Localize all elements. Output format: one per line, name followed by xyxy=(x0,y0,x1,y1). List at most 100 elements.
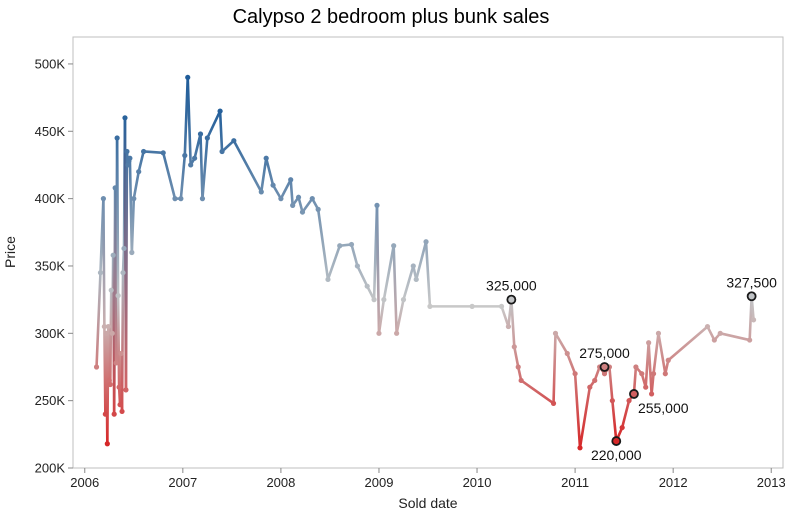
line-segment xyxy=(375,204,381,335)
data-point xyxy=(97,270,104,276)
line-segment xyxy=(500,305,510,328)
data-point xyxy=(204,135,210,141)
line-segment xyxy=(519,379,555,405)
line-segment xyxy=(316,208,330,281)
data-point xyxy=(127,155,133,161)
data-point xyxy=(646,340,652,346)
line-segment xyxy=(377,298,386,335)
data-point xyxy=(643,384,649,390)
line-segment xyxy=(130,197,136,254)
line-segment xyxy=(137,150,145,173)
data-point xyxy=(518,377,524,384)
line-segment xyxy=(120,271,125,413)
data-point xyxy=(109,330,115,336)
data-point xyxy=(116,384,122,390)
line-segment xyxy=(124,150,129,392)
x-tick-label: 2008 xyxy=(266,475,295,490)
annotated-point xyxy=(629,389,639,399)
data-point xyxy=(609,398,615,404)
line-segment xyxy=(279,178,293,200)
line-segment xyxy=(326,244,342,281)
data-point xyxy=(199,196,206,202)
line-segment xyxy=(657,332,667,376)
x-tick-label: 2010 xyxy=(463,475,492,490)
line-segment xyxy=(611,399,618,443)
data-point xyxy=(258,189,264,195)
line-segment xyxy=(116,294,121,389)
line-segment xyxy=(220,139,236,153)
data-point xyxy=(315,206,321,212)
data-point xyxy=(136,169,142,175)
x-tick-label: 2006 xyxy=(70,475,99,490)
data-point xyxy=(288,177,294,183)
data-point xyxy=(552,330,559,336)
y-tick-label: 200K xyxy=(35,461,66,476)
data-point xyxy=(648,391,655,397)
data-point xyxy=(111,411,117,417)
annotations: 325,000 275,000 220,000 255,000 327,500 xyxy=(486,274,777,463)
data-point xyxy=(192,155,198,161)
data-point xyxy=(104,441,110,447)
data-point xyxy=(662,371,668,377)
data-point xyxy=(114,135,120,141)
data-point xyxy=(270,182,276,188)
x-axis-label: Sold date xyxy=(398,495,457,511)
line-segment xyxy=(142,150,165,155)
line-segment xyxy=(414,240,428,281)
annotation-label: 275,000 xyxy=(579,345,630,361)
data-point xyxy=(106,377,112,384)
annotation-label: 327,500 xyxy=(726,274,777,290)
line-segment xyxy=(392,244,398,335)
data-point xyxy=(120,270,126,276)
x-axis: 2006 2007 2008 2009 2010 2011 2012 2013 xyxy=(70,468,785,490)
data-point xyxy=(108,287,114,293)
data-point xyxy=(119,408,125,415)
data-point xyxy=(100,196,107,202)
line-segment xyxy=(573,372,582,450)
data-point xyxy=(115,293,121,299)
data-point xyxy=(299,209,306,215)
line-segment xyxy=(424,240,432,308)
data-point xyxy=(587,384,593,390)
data-point xyxy=(394,330,400,336)
data-point xyxy=(93,364,100,370)
data-point xyxy=(665,357,671,363)
line-segment xyxy=(395,298,405,335)
data-point xyxy=(309,196,315,202)
data-point xyxy=(400,297,407,303)
data-point xyxy=(185,74,191,81)
x-tick-label: 2012 xyxy=(659,475,688,490)
line-segment xyxy=(718,332,751,342)
data-point xyxy=(633,364,639,370)
data-point xyxy=(105,323,111,330)
data-point xyxy=(160,150,166,156)
data-point xyxy=(381,297,387,303)
annotated-point xyxy=(746,291,757,302)
line-segment xyxy=(132,170,141,200)
line-segment xyxy=(652,332,660,376)
data-point xyxy=(217,108,223,114)
annotated-point xyxy=(599,362,610,372)
data-point xyxy=(423,239,429,245)
data-point xyxy=(219,148,225,155)
data-point xyxy=(564,350,570,357)
line-segment xyxy=(554,332,569,355)
data-point xyxy=(197,131,204,137)
line-segment xyxy=(218,109,224,153)
line-segment xyxy=(565,352,577,376)
data-point xyxy=(577,445,583,451)
data-point xyxy=(427,303,433,309)
data-point xyxy=(295,194,302,200)
data-point xyxy=(337,243,343,249)
line-segment xyxy=(552,332,557,405)
line-segment xyxy=(264,156,275,187)
data-point xyxy=(103,330,109,336)
line-segment xyxy=(512,345,520,369)
y-axis-label: Price xyxy=(2,236,18,268)
data-point xyxy=(711,337,717,343)
line-segment xyxy=(289,178,294,207)
line-segment xyxy=(161,151,177,200)
data-point xyxy=(290,202,296,208)
line-segment xyxy=(186,76,192,167)
